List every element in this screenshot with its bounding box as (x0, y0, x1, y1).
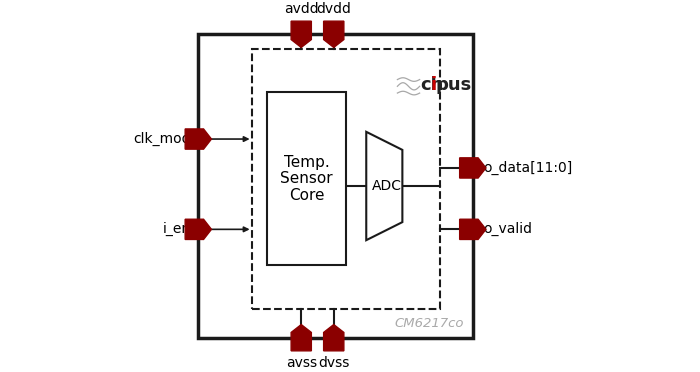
Polygon shape (186, 219, 211, 240)
Polygon shape (186, 129, 211, 149)
Text: clk_mod: clk_mod (134, 132, 191, 146)
Text: o_data[11:0]: o_data[11:0] (484, 161, 573, 175)
Polygon shape (366, 132, 402, 240)
Polygon shape (460, 158, 486, 178)
Text: i_en: i_en (163, 222, 191, 237)
Text: Sensor: Sensor (280, 171, 333, 186)
FancyBboxPatch shape (198, 34, 472, 338)
FancyBboxPatch shape (267, 92, 346, 266)
Text: CM6217co: CM6217co (395, 317, 464, 330)
Text: dvdd: dvdd (316, 2, 351, 16)
Polygon shape (323, 21, 344, 48)
Text: Core: Core (289, 187, 324, 202)
Text: o_valid: o_valid (484, 222, 533, 237)
Text: dvss: dvss (318, 356, 349, 370)
Text: avss: avss (286, 356, 317, 370)
Text: ADC: ADC (372, 179, 402, 193)
Polygon shape (460, 219, 486, 240)
Polygon shape (323, 324, 344, 351)
Text: pus: pus (435, 76, 472, 94)
Text: ch: ch (420, 76, 443, 94)
Text: Temp.: Temp. (284, 155, 330, 170)
Text: avdd: avdd (284, 2, 319, 16)
Polygon shape (291, 324, 312, 351)
Polygon shape (291, 21, 312, 48)
Text: i: i (430, 76, 437, 94)
